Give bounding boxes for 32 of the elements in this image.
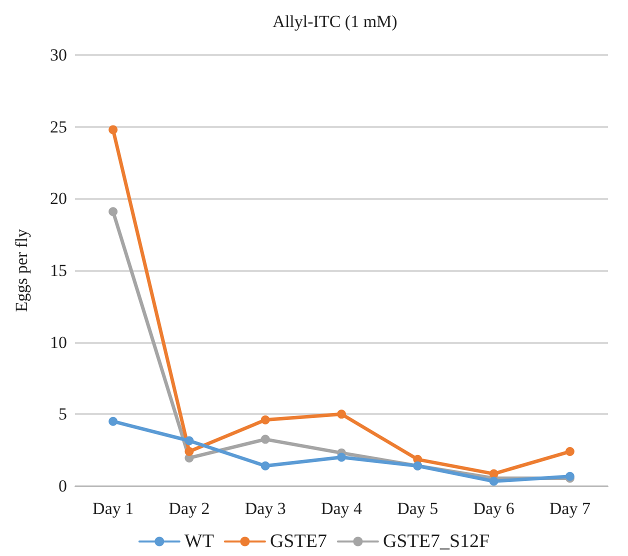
y-tick-label: 25 bbox=[50, 117, 67, 136]
y-tick-label: 0 bbox=[58, 476, 67, 496]
point bbox=[337, 410, 346, 419]
legend-label: GSTE7 bbox=[270, 531, 327, 552]
point bbox=[489, 469, 498, 478]
point bbox=[260, 461, 270, 470]
legend-label: GSTE7_S12F bbox=[382, 531, 490, 552]
chart-title: Allyl-ITC (1 mM) bbox=[272, 12, 398, 31]
x-tick-label: Day 2 bbox=[168, 499, 210, 518]
point bbox=[337, 452, 346, 462]
x-tick-label: Day 3 bbox=[244, 499, 286, 518]
y-tick-label: 15 bbox=[50, 261, 67, 280]
point bbox=[108, 416, 118, 426]
point bbox=[260, 415, 270, 424]
y-tick-label: 20 bbox=[50, 189, 67, 208]
x-tick-label: Day 5 bbox=[397, 499, 438, 518]
point bbox=[108, 125, 118, 134]
point bbox=[184, 447, 194, 456]
point bbox=[260, 434, 270, 444]
point bbox=[184, 436, 194, 446]
point bbox=[565, 447, 574, 456]
point bbox=[108, 207, 118, 216]
x-tick-label: Day 1 bbox=[92, 499, 134, 518]
point bbox=[489, 476, 498, 486]
y-axis-title: Eggs per fly bbox=[12, 228, 31, 312]
x-tick-label: Day 6 bbox=[473, 499, 514, 518]
y-tick-label: 10 bbox=[50, 332, 67, 352]
y-tick-label: 5 bbox=[58, 404, 67, 424]
x-tick-label: Day 4 bbox=[320, 499, 363, 518]
x-tick-label: Day 7 bbox=[549, 499, 591, 518]
y-tick-label: 30 bbox=[50, 46, 67, 64]
legend-label: WT bbox=[184, 531, 214, 552]
